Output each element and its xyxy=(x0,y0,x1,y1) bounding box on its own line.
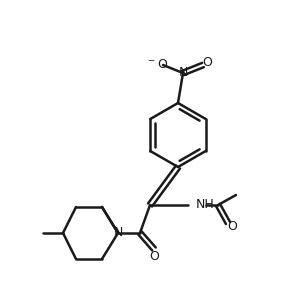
Text: O: O xyxy=(202,57,212,69)
Text: NH: NH xyxy=(196,198,215,212)
Text: N: N xyxy=(178,67,188,79)
Text: O: O xyxy=(227,221,237,234)
Text: O: O xyxy=(149,251,159,263)
Text: $^-$O: $^-$O xyxy=(146,59,168,71)
Text: N: N xyxy=(113,226,123,239)
